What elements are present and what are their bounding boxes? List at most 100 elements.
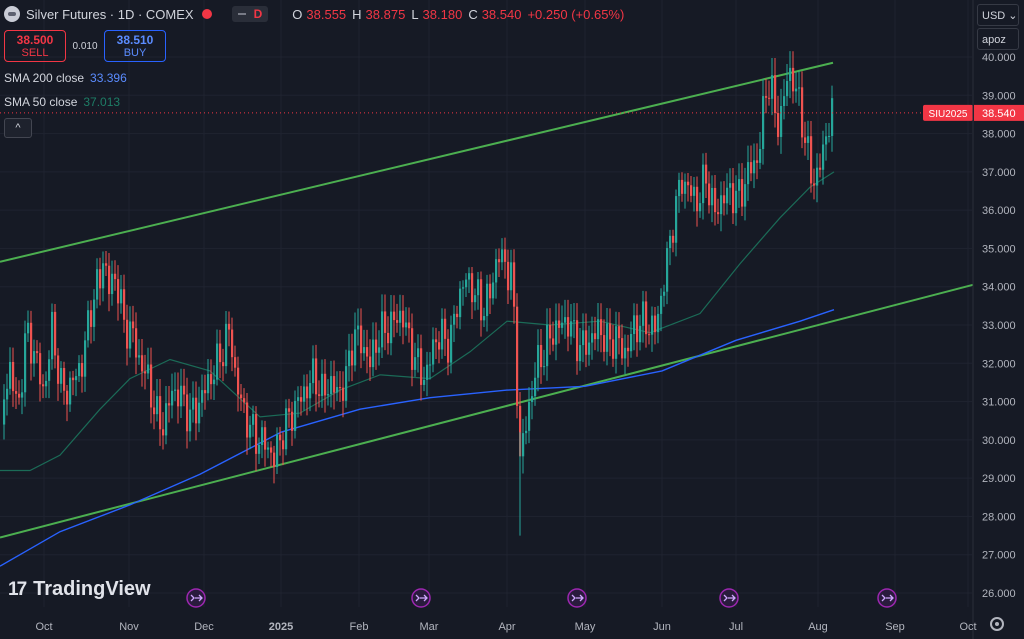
candle-body <box>264 427 267 450</box>
candle-body <box>771 75 774 99</box>
candle-body <box>822 144 825 170</box>
sell-button[interactable]: 38.500 SELL <box>4 30 66 62</box>
y-tick-label: 33.000 <box>982 320 1016 332</box>
candle-body <box>366 347 369 357</box>
upper-trendline <box>0 61 834 263</box>
event-marker-icon[interactable] <box>877 588 897 608</box>
x-tick-label: Jul <box>729 621 743 633</box>
sell-label: SELL <box>21 47 49 59</box>
candle-body <box>621 338 624 359</box>
candle-body <box>318 394 321 396</box>
candle-body <box>144 371 147 374</box>
arrow-icon <box>415 594 428 602</box>
candle-body <box>792 67 795 92</box>
candle-body <box>798 87 801 89</box>
collapse-legend-button[interactable]: ^ <box>4 118 32 138</box>
high-label: H <box>352 6 362 22</box>
candle-body <box>738 179 741 191</box>
candle-body <box>153 407 156 415</box>
high-value: 38.875 <box>365 6 406 22</box>
chevron-down-icon: ⌄ <box>1008 10 1018 22</box>
candle-body <box>501 249 504 263</box>
buy-button[interactable]: 38.510 BUY <box>104 30 166 62</box>
open-value: 38.555 <box>306 6 347 22</box>
candle-body <box>486 283 489 317</box>
candle-body <box>723 195 726 204</box>
interval-badge[interactable]: D <box>231 6 269 22</box>
candle-body <box>300 397 303 402</box>
event-marker-icon[interactable] <box>719 588 739 608</box>
candle-body <box>522 433 525 457</box>
candle-body <box>207 374 210 394</box>
candle-body <box>762 96 765 149</box>
candle-body <box>198 402 201 424</box>
candle-body <box>558 320 561 328</box>
candle-body <box>147 364 150 374</box>
candle-body <box>507 261 510 291</box>
candle-body <box>279 434 282 441</box>
candle-body <box>75 376 78 381</box>
candle-body <box>177 389 180 407</box>
x-tick-label: Feb <box>350 621 369 633</box>
y-tick-label: 32.000 <box>982 358 1016 370</box>
candle-body <box>417 348 420 358</box>
indicator-sma200[interactable]: SMA 200 close 33.396 <box>4 71 127 85</box>
candle-body <box>453 313 456 325</box>
candle-body <box>783 96 786 106</box>
candle-body <box>258 444 261 454</box>
sma50-line <box>0 171 835 472</box>
candle-body <box>312 358 315 384</box>
y-tick-label: 36.000 <box>982 205 1016 217</box>
candle-body <box>495 259 498 283</box>
candle-body <box>672 235 675 243</box>
candle-body <box>780 105 783 137</box>
scale-selector[interactable]: apoz <box>977 28 1019 50</box>
candle-body <box>708 183 711 206</box>
indicator-label: SMA 50 close <box>4 95 78 109</box>
candle-body <box>732 183 735 214</box>
close-label: C <box>468 6 478 22</box>
candle-body <box>717 212 720 215</box>
candle-body <box>609 323 612 340</box>
candle-body <box>255 414 258 454</box>
candle-body <box>567 317 570 337</box>
candle-body <box>564 317 567 323</box>
contract-label: SIU2025 <box>929 109 968 120</box>
candle-body <box>54 311 57 356</box>
candle-body <box>162 429 165 436</box>
candle-body <box>825 136 828 145</box>
arrow-icon <box>190 594 203 602</box>
candle-body <box>747 162 750 185</box>
event-marker-icon[interactable] <box>567 588 587 608</box>
event-marker-icon[interactable] <box>186 588 206 608</box>
y-tick-label: 26.000 <box>982 588 1016 600</box>
tradingview-logo[interactable]: 17 TradingView <box>8 578 151 601</box>
currency-selector[interactable]: USD ⌄ <box>977 4 1019 26</box>
indicator-sma50[interactable]: SMA 50 close 37.013 <box>4 95 120 109</box>
candle-body <box>363 347 366 354</box>
gear-icon[interactable] <box>990 617 1004 631</box>
candle-body <box>168 403 171 406</box>
candle-body <box>636 315 639 343</box>
candle-body <box>99 269 102 289</box>
candle-body <box>192 397 195 410</box>
candle-body <box>327 394 330 396</box>
candle-body <box>273 452 276 467</box>
candle-body <box>396 320 399 323</box>
candle-body <box>36 351 39 354</box>
candle-body <box>120 289 123 304</box>
candle-body <box>270 447 273 453</box>
symbol-title[interactable]: Silver Futures · 1D · COMEX <box>26 6 194 22</box>
candle-body <box>402 310 405 328</box>
indicator-value: 33.396 <box>90 71 127 85</box>
candle-body <box>423 379 426 385</box>
scale-label: apoz <box>982 34 1006 46</box>
candle-body <box>549 324 552 339</box>
candle-body <box>6 388 9 400</box>
y-tick-label: 34.000 <box>982 282 1016 294</box>
candle-body <box>414 357 417 370</box>
event-marker-icon[interactable] <box>411 588 431 608</box>
candle-body <box>828 135 831 137</box>
candle-body <box>750 162 753 174</box>
